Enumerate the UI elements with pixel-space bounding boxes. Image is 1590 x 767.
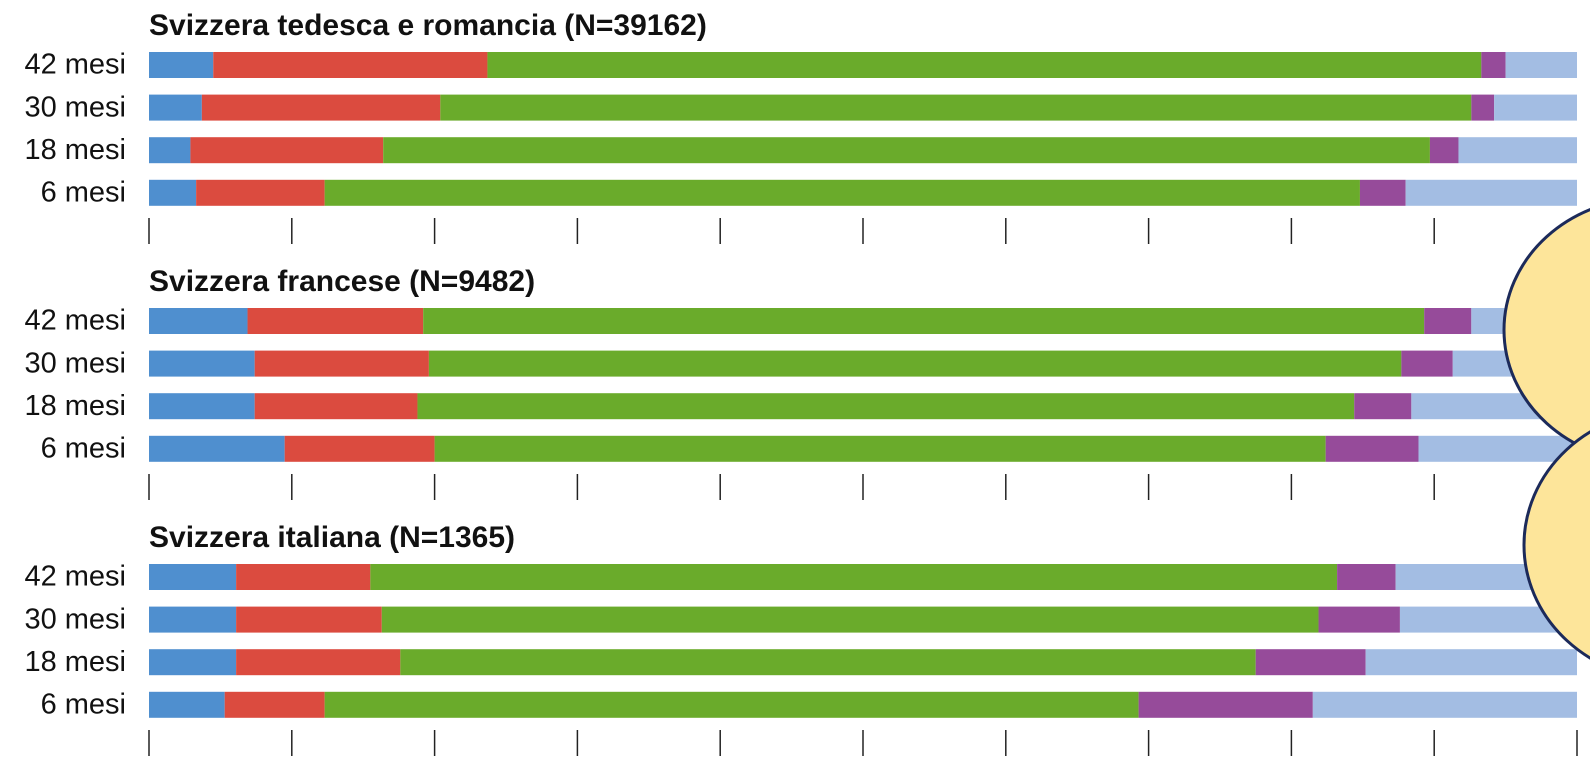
bar-segment [236,564,371,590]
bar-segment [1405,179,1577,206]
y-tick-label: 6 mesi [41,688,126,720]
bar-segment [149,52,214,78]
y-tick-label: 18 mesi [24,390,126,422]
bar-segment [324,179,1360,206]
y-tick-label: 18 mesi [24,134,126,166]
bar-segment [284,435,435,462]
bar-segment [149,564,237,590]
bar-segment [1138,691,1313,718]
bar-segment [440,94,1472,121]
y-tick-label: 6 mesi [41,176,126,208]
y-tick-label: 30 mesi [24,603,126,635]
y-tick-label: 18 mesi [24,646,126,678]
bar-segment [383,137,1430,164]
bar-segment [254,350,429,377]
bar-segment [400,649,1256,676]
bar-segment [1354,393,1412,420]
bar-segment [149,691,225,718]
bar-segment [1424,308,1472,334]
callout-bubble [1522,430,1590,660]
bar-segment [487,52,1482,78]
bar-segment [1359,179,1406,206]
chart-title: Svizzera tedesca e romancia (N=39162) [149,9,707,42]
bar-segment [1429,137,1459,164]
bar-segment [1255,649,1366,676]
y-tick-label: 30 mesi [24,91,126,123]
chart-title: Svizzera italiana (N=1365) [149,521,515,554]
bar-segment [1471,94,1495,121]
bar-segment [149,179,197,206]
bar-segment [1494,94,1577,121]
chart-title: Svizzera francese (N=9482) [149,265,535,298]
bar-segment [1337,564,1396,590]
bar-segment [1325,435,1419,462]
bar-segment [236,649,401,676]
bar-segment [428,350,1402,377]
bar-segment [149,308,248,334]
bar-segment [1401,350,1453,377]
bar-segment [434,435,1326,462]
bar-segment [1318,606,1400,633]
bar-segment [324,691,1139,718]
bar-segment [1418,435,1577,462]
bar-segment [423,308,1425,334]
bar-segment [149,649,237,676]
y-tick-label: 42 mesi [24,305,126,337]
bar-segment [190,137,384,164]
bar-segment [236,606,382,633]
bar-segment [149,606,237,633]
bar-segment [149,393,255,420]
y-tick-label: 6 mesi [41,432,126,464]
bar-segment [196,179,325,206]
bar-segment [149,435,285,462]
bar-segment [149,350,255,377]
bar-segment [370,564,1338,590]
y-tick-label: 30 mesi [24,347,126,379]
y-tick-label: 42 mesi [24,49,126,81]
bar-segment [1481,52,1506,78]
bar-segment [1458,137,1577,164]
bar-segment [149,94,202,121]
bar-segment [417,393,1355,420]
bar-segment [224,691,325,718]
callout-bubble [1502,208,1590,452]
bar-segment [247,308,424,334]
y-tick-label: 42 mesi [24,561,126,593]
bar-segment [381,606,1319,633]
bar-segment [1312,691,1577,718]
bar-segment [254,393,418,420]
bar-segment [1365,649,1577,676]
bar-segment [201,94,441,121]
bar-segment [149,137,191,164]
bar-segment [213,52,488,78]
bar-segment [1505,52,1577,78]
